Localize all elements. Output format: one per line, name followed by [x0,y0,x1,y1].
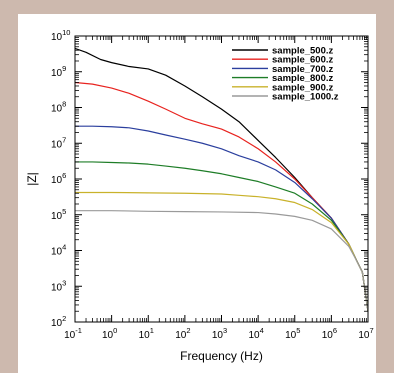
tick-layer [74,35,369,323]
legend-label: sample_1000.z [272,92,339,103]
y-tick-label: 104 [51,243,66,258]
y-tick-label: 107 [51,135,66,150]
x-axis-title: Frequency (Hz) [180,349,263,363]
series-line-sample-600-z [75,81,368,312]
y-tick-label: 105 [51,207,66,222]
y-axis-title: |Z| [25,172,39,186]
y-tick-label: 108 [51,100,66,115]
y-tick-label: 103 [51,278,66,293]
series-layer [75,47,368,312]
series-line-sample-800-z [75,161,368,312]
x-tick-label: 101 [139,326,154,341]
x-tick-label: 106 [322,326,337,341]
x-tick-label: 103 [212,326,227,341]
x-tick-label: 107 [358,326,373,341]
legend-label: sample_500.z [272,46,334,57]
x-tick-label: 104 [248,326,263,341]
y-tick-label: 1010 [51,28,70,43]
chart-figure: 10-1 100 101 102 103 104 105 106 107 102 103 104 105… [18,14,376,373]
y-tick-label: 102 [51,314,66,329]
legend-label: sample_900.z [272,82,334,93]
impedance-chart: 10-1 100 101 102 103 104 105 106 107 102 103 104 105… [25,28,374,363]
y-tick-label: 109 [51,64,66,79]
legend-label: sample_800.z [272,73,334,84]
legend: sample_500.zsample_600.zsample_700.zsamp… [232,46,339,103]
x-tick-label: 100 [102,326,117,341]
series-line-sample-700-z [75,125,368,312]
x-tick-label: 102 [175,326,190,341]
series-line-sample-1000-z [75,210,368,312]
x-tick-label: 10-1 [64,326,82,341]
legend-label: sample_700.z [272,64,334,75]
x-tick-label: 105 [285,326,300,341]
y-tick-label: 106 [51,171,66,186]
legend-label: sample_600.z [272,55,334,66]
